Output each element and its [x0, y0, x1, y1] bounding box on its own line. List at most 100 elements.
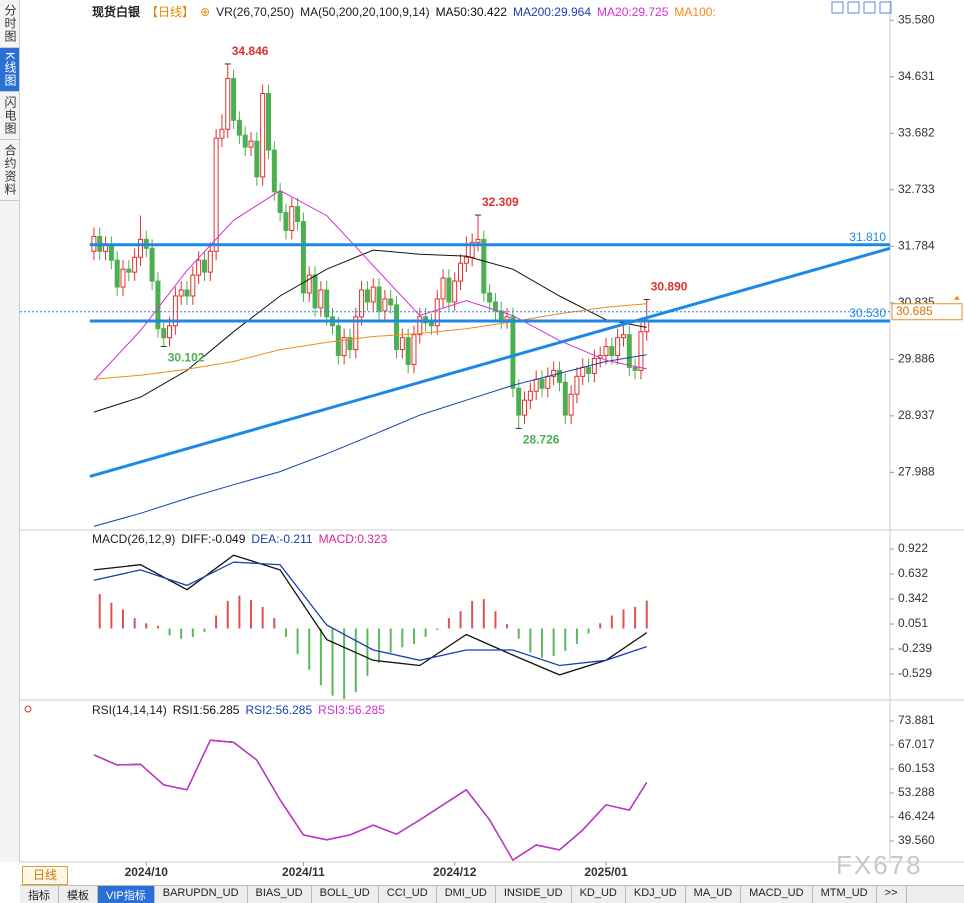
legend-entry: RSI2:56.285	[245, 703, 313, 717]
candle-body	[458, 262, 464, 282]
candle-body	[318, 289, 324, 309]
candle-body	[207, 250, 213, 273]
y-tick-label: 67.017	[898, 737, 935, 751]
candle-body	[376, 286, 382, 312]
bottom-tab[interactable]: KD_UD	[572, 886, 626, 903]
candle-body	[295, 206, 301, 223]
candle-body	[522, 399, 528, 416]
legend-entry: MA20:29.725	[597, 5, 669, 19]
candle-body	[312, 274, 318, 309]
y-tick-label: 0.342	[898, 591, 928, 605]
y-tick-label: 0.051	[898, 616, 928, 630]
annotation-label: 28.726	[523, 433, 560, 447]
level-label: 30.530	[849, 306, 886, 320]
bottom-tab[interactable]: VIP指标	[98, 886, 155, 903]
y-tick-label: -0.239	[898, 641, 932, 655]
candle-body	[452, 280, 458, 303]
candle-body	[388, 298, 394, 306]
bottom-tab[interactable]: >>	[877, 886, 907, 903]
candle-body	[481, 238, 487, 294]
candle-body	[620, 334, 626, 339]
macd-legend: MACD(26,12,9) DIFF:-0.049 DEA:-0.211 MACD:0…	[92, 532, 393, 546]
bottom-tab[interactable]: MACD_UD	[741, 886, 813, 903]
toolbar-icons[interactable]	[831, 1, 892, 14]
candle-body	[254, 140, 260, 178]
macd-line	[93, 561, 647, 667]
legend-entry: MA50:30.422	[435, 5, 507, 19]
candle-body	[167, 325, 173, 339]
legend-entry: MA(50,200,20,100,9,14)	[300, 5, 430, 19]
bottom-tab[interactable]: INSIDE_UD	[496, 886, 572, 903]
candle-body	[248, 140, 254, 148]
bottom-tab[interactable]: BARUPDN_UD	[155, 886, 248, 903]
icon[interactable]	[879, 1, 892, 14]
candle-body	[184, 289, 190, 297]
last-price-box	[891, 303, 963, 321]
y-tick-label: 28.937	[898, 408, 935, 422]
candle-body	[225, 78, 231, 130]
candle-body	[562, 381, 568, 416]
candle-body	[411, 334, 417, 365]
candle-body	[353, 316, 359, 351]
ma-line	[93, 249, 647, 413]
macd-line	[93, 554, 648, 676]
sidebar-tab[interactable]: K线图	[0, 48, 19, 93]
bottom-tab[interactable]: 模板	[59, 886, 98, 903]
last-price-label: 30.685	[896, 304, 933, 318]
candle-body	[324, 289, 330, 318]
candle-body	[172, 295, 178, 327]
legend-entry: MA100:	[674, 5, 716, 19]
legend-entry: VR(26,70,250)	[216, 5, 295, 19]
candle-body	[440, 277, 446, 300]
main-legend: 现货白银 【日线】 ⊕ VR(26,70,250) MA(50,200,20,100,9…	[92, 3, 722, 20]
candle-body	[201, 259, 207, 273]
sidebar-tab[interactable]: 分时图	[0, 0, 19, 48]
y-tick-label: 0.632	[898, 566, 928, 580]
y-tick-label: 53.288	[898, 785, 935, 799]
bottom-tab[interactable]: 指标	[20, 886, 59, 903]
candle-body	[626, 334, 632, 368]
candle-body	[632, 366, 638, 371]
candle-body	[504, 316, 510, 321]
bottom-tab[interactable]: DMI_UD	[437, 886, 496, 903]
icon[interactable]	[831, 1, 844, 14]
bottom-tab[interactable]: KDJ_UD	[626, 886, 686, 903]
candle-body	[242, 134, 248, 148]
bottom-tab[interactable]: BOLL_UD	[312, 886, 379, 903]
candle-body	[405, 337, 411, 365]
candle-body	[446, 277, 452, 303]
x-tick-label: 2024/12	[433, 865, 477, 879]
y-tick-label: 31.784	[898, 238, 935, 252]
period-button[interactable]: 日线	[22, 866, 68, 885]
candle-body	[615, 337, 621, 357]
y-tick-label: -0.529	[898, 666, 932, 680]
candle-body	[190, 274, 196, 297]
candle-body	[213, 137, 219, 252]
candle-body	[475, 238, 481, 243]
bottom-tab[interactable]: MA_UD	[686, 886, 742, 903]
candle-body	[556, 369, 562, 383]
bottom-tabs: 指标 模板 VIP指标 BARUPDN_UD BIAS_UD BOLL_UD CCI_UD D…	[20, 885, 964, 903]
annotation-label: 30.102	[168, 351, 205, 365]
bottom-tab[interactable]: MTM_UD	[813, 886, 877, 903]
sidebar-tab[interactable]: 合约资料	[0, 140, 19, 202]
sidebar: 分时图 K线图 闪电图 合约资料	[0, 0, 20, 862]
level-label: 31.810	[849, 230, 886, 244]
y-tick-label: 35.580	[898, 12, 935, 26]
bottom-tab[interactable]: BIAS_UD	[248, 886, 312, 903]
candle-body	[120, 268, 126, 288]
candle-body	[586, 366, 592, 374]
candle-body	[545, 375, 551, 389]
bottom-tab[interactable]: CCI_UD	[379, 886, 437, 903]
y-tick-label: 27.988	[898, 465, 935, 479]
icon[interactable]	[847, 1, 860, 14]
candle-body	[289, 206, 295, 231]
legend-entry: RSI3:56.285	[318, 703, 385, 717]
icon[interactable]	[863, 1, 876, 14]
sidebar-tab[interactable]: 闪电图	[0, 92, 19, 141]
candle-body	[196, 259, 202, 276]
settings-icon[interactable]	[24, 705, 32, 713]
candle-body	[277, 191, 283, 214]
